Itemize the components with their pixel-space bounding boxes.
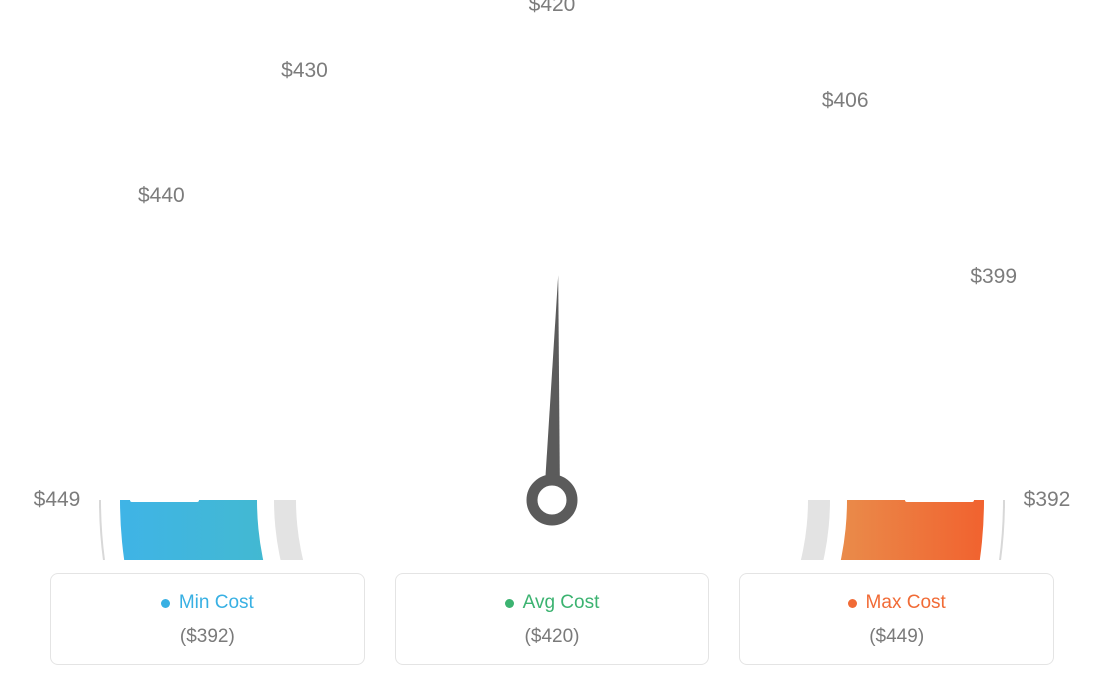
- legend-dot-max: [848, 599, 857, 608]
- legend-label-avg: Avg Cost: [523, 592, 600, 614]
- gauge-chart: $392 $399 $406 $420 $430 $440 $449: [0, 0, 1104, 560]
- legend-dot-avg: [505, 599, 514, 608]
- legend-title-min: Min Cost: [71, 592, 344, 614]
- legend-row: Min Cost ($392) Avg Cost ($420) Max Cost…: [50, 573, 1054, 665]
- gauge-tick-label: $406: [822, 89, 869, 113]
- legend-label-max: Max Cost: [866, 592, 946, 614]
- gauge-tick-label: $392: [1024, 488, 1071, 512]
- cost-gauge-container: $392 $399 $406 $420 $430 $440 $449 Min Cost ($…: [0, 0, 1104, 690]
- gauge-tick-label: $399: [970, 265, 1017, 289]
- legend-value-min: ($392): [71, 626, 344, 648]
- legend-dot-min: [161, 599, 170, 608]
- legend-value-max: ($449): [760, 626, 1033, 648]
- gauge-tick-label: $449: [34, 488, 81, 512]
- legend-label-min: Min Cost: [179, 592, 254, 614]
- legend-card-min: Min Cost ($392): [50, 573, 365, 665]
- legend-title-max: Max Cost: [760, 592, 1033, 614]
- gauge-tick-label: $420: [529, 0, 576, 17]
- legend-title-avg: Avg Cost: [416, 592, 689, 614]
- gauge-tick-label: $430: [281, 59, 328, 83]
- legend-card-max: Max Cost ($449): [739, 573, 1054, 665]
- gauge-tick-label: $440: [138, 184, 185, 208]
- legend-card-avg: Avg Cost ($420): [395, 573, 710, 665]
- legend-value-avg: ($420): [416, 626, 689, 648]
